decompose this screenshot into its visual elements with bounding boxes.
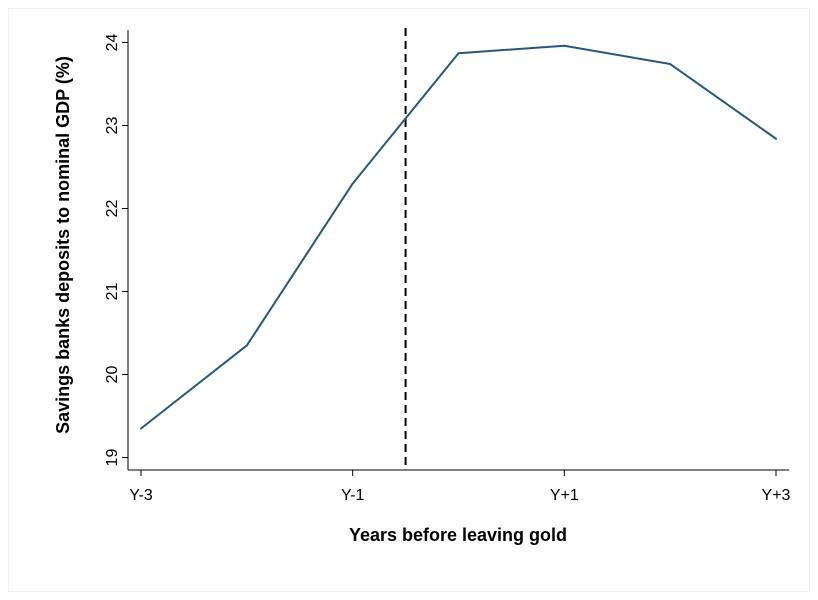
y-axis-title: Savings banks deposits to nominal GDP (%… — [53, 56, 73, 434]
y-axis: 19 20 21 22 23 24 — [104, 30, 129, 470]
series-layer — [140, 44, 777, 430]
x-tick-label-0: Y-3 — [129, 487, 153, 504]
y-tick-label-23: 23 — [104, 116, 121, 134]
x-tick-label-1: Y-1 — [341, 487, 365, 504]
x-axis-title: Years before leaving gold — [349, 525, 567, 545]
x-axis: Y-3 Y-1 Y+1 Y+3 — [128, 469, 791, 504]
x-tick-label-3: Y+3 — [762, 487, 791, 504]
series-line-0 — [140, 44, 777, 430]
x-tick-label-2: Y+1 — [550, 487, 579, 504]
y-tick-label-22: 22 — [104, 199, 121, 217]
y-tick-label-20: 20 — [104, 366, 121, 384]
y-tick-label-19: 19 — [104, 449, 121, 467]
y-tick-label-24: 24 — [104, 33, 121, 51]
chart-frame — [8, 8, 810, 592]
y-tick-label-21: 21 — [104, 283, 121, 301]
